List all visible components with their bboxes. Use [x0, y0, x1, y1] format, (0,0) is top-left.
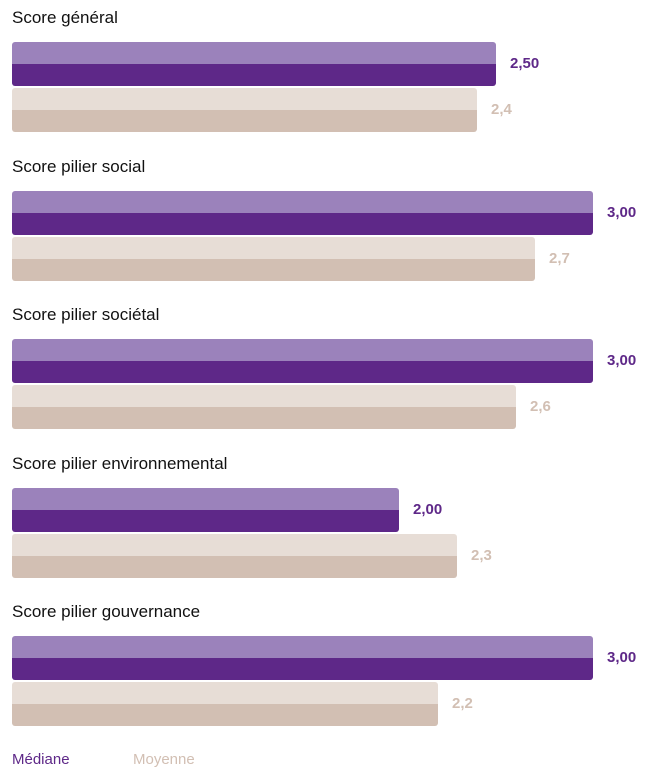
- mean-value-label: 2,3: [471, 546, 492, 564]
- bar-bottom-half: [12, 110, 477, 132]
- bar-bottom-half: [12, 555, 457, 578]
- median-bar: [12, 42, 496, 86]
- median-value-label: 3,00: [607, 203, 637, 221]
- category-label: Score général: [12, 8, 118, 27]
- bar-bottom-half: [12, 212, 593, 235]
- bar-bottom-half: [12, 704, 438, 726]
- median-value-label: 2,50: [510, 55, 540, 72]
- bar-top-half: [12, 42, 496, 64]
- median-value-label: 3,00: [607, 352, 637, 369]
- mean-bar: [12, 533, 457, 578]
- legend-median: Médiane: [12, 751, 70, 768]
- mean-value-label: 2,6: [530, 398, 551, 415]
- bar-top-half: [12, 190, 593, 213]
- median-bar: [12, 339, 593, 383]
- median-bar: [12, 487, 399, 532]
- bar-top-half: [12, 682, 438, 704]
- mean-bar: [12, 236, 535, 281]
- bar-top-half: [12, 236, 535, 259]
- mean-bar: [12, 682, 438, 726]
- median-bar: [12, 190, 593, 235]
- mean-bar: [12, 385, 516, 429]
- bar-top-half: [12, 487, 399, 510]
- bar-bottom-half: [12, 361, 593, 383]
- category-label: Score pilier gouvernance: [12, 602, 201, 621]
- bar-top-half: [12, 385, 516, 407]
- bar-bottom-half: [12, 407, 516, 429]
- category-label: Score pilier social: [12, 156, 146, 176]
- mean-value-label: 2,7: [549, 249, 570, 267]
- median-bar: [12, 636, 593, 680]
- category-label: Score pilier sociétal: [12, 305, 160, 324]
- median-value-label: 2,00: [413, 500, 443, 518]
- bar-bottom-half: [12, 658, 593, 680]
- bar-top-half: [12, 636, 593, 658]
- bar-top-half: [12, 533, 457, 556]
- bar-top-half: [12, 339, 593, 361]
- bar-bottom-half: [12, 64, 496, 86]
- mean-value-label: 2,2: [452, 695, 473, 712]
- mean-bar: [12, 88, 477, 132]
- mean-value-label: 2,4: [491, 101, 512, 118]
- bar-bottom-half: [12, 258, 535, 281]
- bar-bottom-half: [12, 509, 399, 532]
- bar-top-half: [12, 88, 477, 110]
- median-value-label: 3,00: [607, 649, 637, 666]
- legend-mean: Moyenne: [133, 751, 195, 768]
- category-label: Score pilier environnemental: [12, 453, 228, 473]
